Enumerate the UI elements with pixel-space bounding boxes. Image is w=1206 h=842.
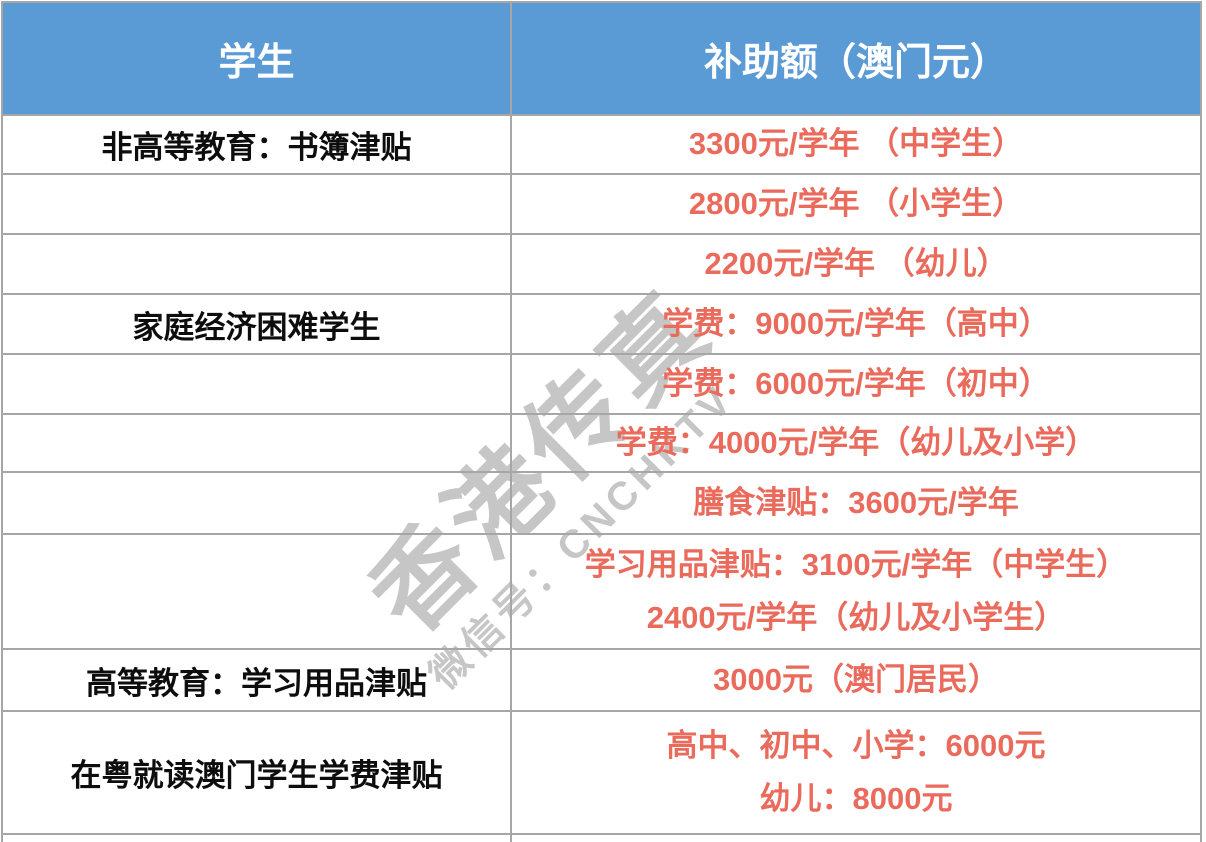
amount-cell: 学费：9000元/学年（高中） (510, 293, 1202, 355)
amount-cell: 2200元/学年 （幼儿） (510, 233, 1202, 295)
table-row: 非高等教育：书簿津贴 3300元/学年 （中学生） (1, 114, 1202, 175)
table-row: 2200元/学年 （幼儿） (1, 233, 1202, 295)
amount-cell: 3000元（澳门居民） (510, 648, 1202, 712)
student-cell (1, 233, 512, 295)
amount-line: 幼儿：8000元 (759, 780, 953, 816)
amount-line: 学费：6000元/学年（初中） (662, 365, 1050, 401)
table-row: 2800元/学年 （小学生） (1, 173, 1202, 235)
amount-cell: 高中、初中、小学：6000元 幼儿：8000元 (510, 710, 1202, 835)
table-row: 膳食津贴：3600元/学年 (1, 471, 1202, 535)
partial-row (1, 833, 1202, 842)
amount-line: 学费：9000元/学年（高中） (662, 305, 1050, 341)
amount-cell: 学费：4000元/学年（幼儿及小学） (510, 413, 1202, 473)
header-cell-student: 学生 (1, 1, 512, 116)
student-cell (1, 353, 512, 415)
amount-line: 2400元/学年（幼儿及小学生） (646, 599, 1066, 635)
amount-line: 膳食津贴：3600元/学年 (693, 484, 1019, 520)
student-cell (1, 471, 512, 535)
table-row: 学习用品津贴：3100元/学年（中学生） 2400元/学年（幼儿及小学生） (1, 533, 1202, 650)
amount-cell: 2800元/学年 （小学生） (510, 173, 1202, 235)
amount-line: 学习用品津贴：3100元/学年（中学生） (584, 546, 1128, 582)
empty-cell (1, 833, 512, 842)
student-cell (1, 413, 512, 473)
header-row: 学生 补助额（澳门元） (1, 1, 1202, 116)
student-cell: 高等教育：学习用品津贴 (1, 648, 512, 712)
student-cell: 在粤就读澳门学生学费津贴 (1, 710, 512, 835)
amount-line: 3000元（澳门居民） (713, 661, 999, 697)
amount-cell: 学习用品津贴：3100元/学年（中学生） 2400元/学年（幼儿及小学生） (510, 533, 1202, 650)
amount-line: 高中、初中、小学：6000元 (666, 727, 1046, 763)
table-header: 学生 补助额（澳门元） (1, 1, 1202, 116)
amount-cell: 学费：6000元/学年（初中） (510, 353, 1202, 415)
student-cell: 非高等教育：书簿津贴 (1, 114, 512, 175)
table-row: 在粤就读澳门学生学费津贴 高中、初中、小学：6000元 幼儿：8000元 (1, 710, 1202, 835)
table-body: 非高等教育：书簿津贴 3300元/学年 （中学生） 2800元/学年 （小学生） 22… (1, 114, 1202, 842)
table-row: 家庭经济困难学生 学费：9000元/学年（高中） (1, 293, 1202, 355)
student-cell: 家庭经济困难学生 (1, 293, 512, 355)
student-cell (1, 173, 512, 235)
amount-line: 2200元/学年 （幼儿） (704, 245, 1008, 281)
amount-line: 学费：4000元/学年（幼儿及小学） (615, 424, 1097, 460)
amount-cell: 膳食津贴：3600元/学年 (510, 471, 1202, 535)
amount-line: 2800元/学年 （小学生） (688, 185, 1024, 221)
amount-line: 3300元/学年 （中学生） (688, 126, 1024, 162)
header-cell-amount: 补助额（澳门元） (510, 1, 1202, 116)
table-row: 高等教育：学习用品津贴 3000元（澳门居民） (1, 648, 1202, 712)
table-row: 学费：6000元/学年（初中） (1, 353, 1202, 415)
student-cell (1, 533, 512, 650)
empty-cell (510, 833, 1202, 842)
amount-cell: 3300元/学年 （中学生） (510, 114, 1202, 175)
table-row: 学费：4000元/学年（幼儿及小学） (1, 413, 1202, 473)
